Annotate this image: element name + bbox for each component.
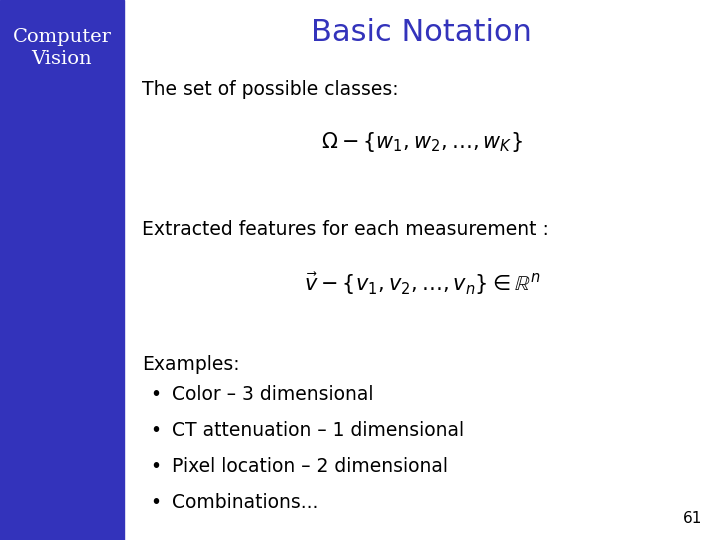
Text: 61: 61 [683, 511, 702, 526]
Text: Basic Notation: Basic Notation [312, 18, 532, 47]
Text: •: • [150, 421, 161, 440]
Text: Extracted features for each measurement :: Extracted features for each measurement … [142, 220, 549, 239]
Text: Combinations...: Combinations... [172, 493, 318, 512]
Text: The set of possible classes:: The set of possible classes: [142, 80, 398, 99]
Text: Examples:: Examples: [142, 355, 240, 374]
Text: Pixel location – 2 dimensional: Pixel location – 2 dimensional [172, 457, 448, 476]
Text: Computer: Computer [12, 28, 112, 46]
Text: •: • [150, 493, 161, 512]
Text: Vision: Vision [32, 50, 92, 68]
Text: •: • [150, 457, 161, 476]
Text: Color – 3 dimensional: Color – 3 dimensional [172, 385, 374, 404]
Text: CT attenuation – 1 dimensional: CT attenuation – 1 dimensional [172, 421, 464, 440]
Text: •: • [150, 385, 161, 404]
Text: $\Omega - \{w_1, w_2, \ldots, w_K\}$: $\Omega - \{w_1, w_2, \ldots, w_K\}$ [321, 130, 523, 154]
Bar [0, 0, 124, 540]
Text: $\vec{v} - \{v_1, v_2, \ldots, v_n\} \in \mathbb{R}^n$: $\vec{v} - \{v_1, v_2, \ldots, v_n\} \in… [304, 270, 540, 297]
